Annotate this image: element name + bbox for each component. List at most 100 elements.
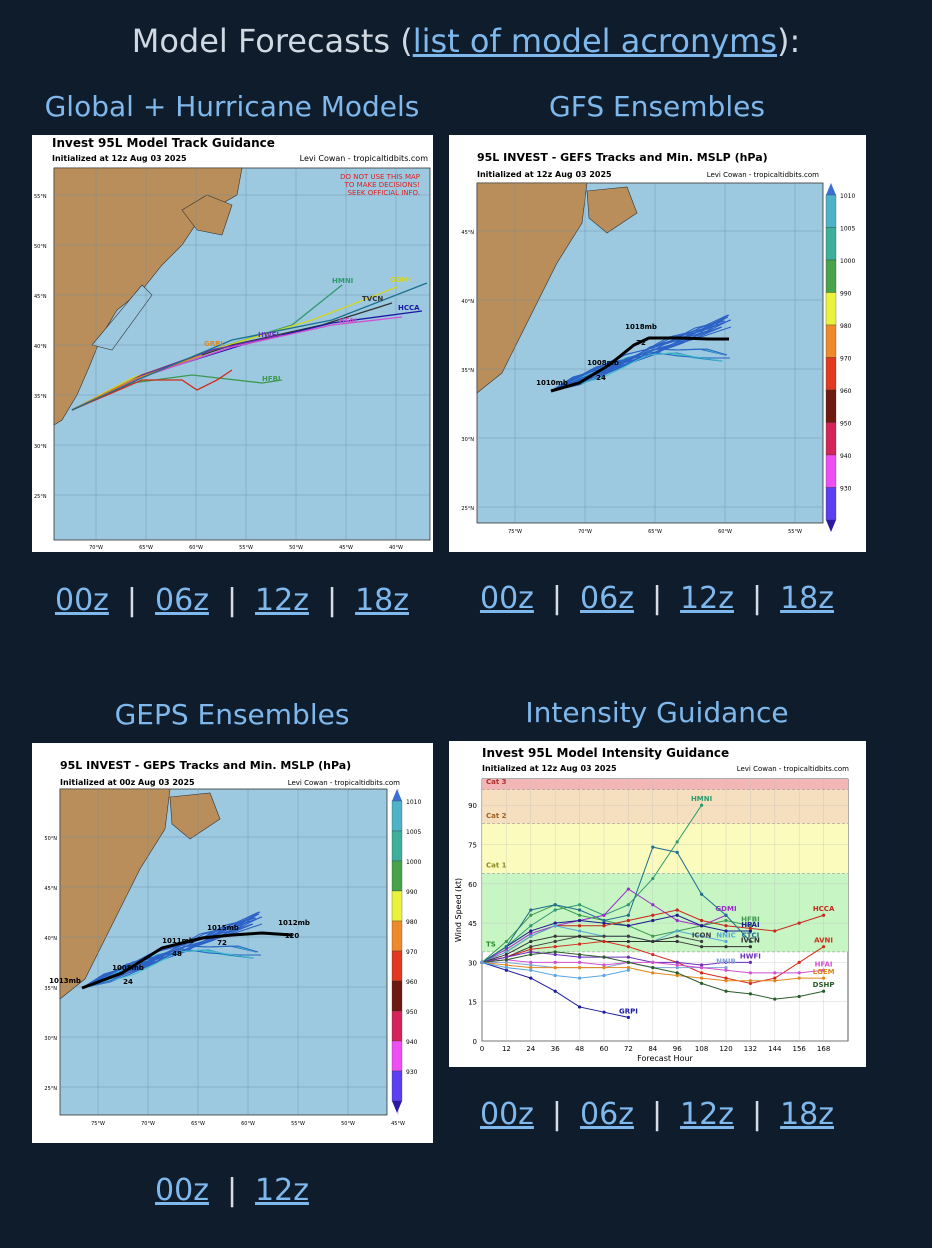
model-label: GRPI [204,340,223,348]
hour-label: 48 [172,950,182,958]
series-point [578,976,582,980]
series-point [529,963,533,967]
series-point [700,918,704,923]
series-point [773,971,777,975]
scale-label: 960 [406,979,418,986]
band-label: Cat 2 [486,812,507,820]
link-00z[interactable]: 00z [479,1097,534,1132]
lon-label: 50°W [341,1121,355,1127]
scale-swatch [825,357,837,391]
lon-label: 70°W [578,529,592,535]
link-12z[interactable]: 12z [680,1097,734,1132]
series-point [724,960,728,964]
link-00z[interactable]: 00z [54,583,109,618]
y-tick-label: 90 [468,802,477,810]
model-acronyms-link[interactable]: list of model acronyms [412,22,777,60]
hour-label: 120 [285,932,300,940]
link-06z[interactable]: 06z [155,583,209,618]
ensemble-track [81,945,259,989]
link-00z[interactable]: 00z [479,581,534,616]
geps-ensembles-image[interactable]: 95L INVEST - GEPS Tracks and Min. MSLP (… [32,743,433,1143]
intensity-guidance-image[interactable]: Invest 95L Model Intensity Guidance Initi… [449,741,866,1067]
x-tick-label: 12 [502,1045,511,1053]
series-point [700,966,704,970]
series-point [602,1010,606,1014]
series-point [553,903,557,907]
link-06z[interactable]: 06z [580,1097,634,1132]
series-point [700,971,704,975]
scale-swatch [391,1040,403,1072]
series-point [504,968,508,972]
series-point [602,921,606,925]
scale-label: 990 [840,291,852,298]
link-12z[interactable]: 12z [255,1173,309,1208]
lon-label: 55°W [291,1121,305,1127]
scale-arrow-top [392,789,402,801]
scale-swatch [391,1010,403,1042]
separator: | [651,581,663,616]
hour-label: 24 [123,978,133,986]
scale-label: 950 [840,421,852,428]
series-point [626,924,630,928]
x-tick-label: 144 [768,1045,782,1053]
chart-credit: Levi Cowan - tropicaltidbits.com [707,171,819,179]
ensemble-track [550,316,729,392]
series-label: NNIC [716,931,735,939]
scale-swatch [825,324,837,358]
gfs-ensembles-image[interactable]: 95L INVEST - GEFS Tracks and Min. MSLP (… [449,135,866,552]
series-point [700,981,704,985]
lon-label: 75°W [91,1121,105,1127]
series-label: HMNI [691,795,712,803]
series-point [602,913,606,917]
x-tick-label: 84 [648,1045,657,1053]
x-tick-label: 108 [695,1045,708,1053]
series-point [504,952,508,957]
series-point [504,947,508,951]
track-guidance-chart: Invest 95L Model Track Guidance Initializ… [34,136,431,551]
series-point [724,913,728,917]
link-00z[interactable]: 00z [155,1173,209,1208]
series-point [675,960,679,964]
series-point [602,934,606,938]
series-point [602,963,606,967]
series-point [626,955,630,959]
page-header: Model Forecasts (list of model acronyms)… [0,22,932,60]
series-point [578,952,582,957]
series-point [748,979,752,983]
link-12z[interactable]: 12z [255,583,309,618]
scale-arrow-bottom [826,520,836,532]
series-point [602,966,606,970]
series-point [529,952,533,957]
link-12z[interactable]: 12z [680,581,734,616]
scale-label: 940 [840,453,852,460]
global-models-links: 00z | 06z | 12z | 18z [32,583,432,618]
ensemble-track [81,913,260,989]
global-models-image[interactable]: Invest 95L Model Track Guidance Initializ… [32,135,433,552]
series-point [504,945,508,949]
link-18z[interactable]: 18z [780,581,834,616]
ensemble-track [81,919,256,989]
series-label: ICON [692,931,712,939]
link-18z[interactable]: 18z [355,583,409,618]
scale-label: 990 [406,889,418,896]
scale-label: 980 [406,919,418,926]
link-06z[interactable]: 06z [580,581,634,616]
scale-swatch [825,227,837,261]
series-point [529,908,533,912]
series-point [578,913,582,917]
series-point [553,952,557,957]
series-label: IVCN [741,937,760,945]
lon-label: 45°W [339,545,353,551]
scale-label: 1005 [406,829,421,836]
series-point [602,924,606,928]
scale-label: 1005 [840,226,855,233]
lat-label: 30°N [44,1036,57,1042]
series-point [504,966,508,970]
chart-credit: Levi Cowan - tropicaltidbits.com [288,779,400,787]
intensity-guidance-links: 00z | 06z | 12z | 18z [449,1097,865,1132]
link-18z[interactable]: 18z [780,1097,834,1132]
model-label: HFAI [339,317,357,325]
y-tick-label: 75 [468,842,477,850]
chart-title: Invest 95L Model Intensity Guidance [482,746,729,760]
scale-label: 970 [840,356,852,363]
